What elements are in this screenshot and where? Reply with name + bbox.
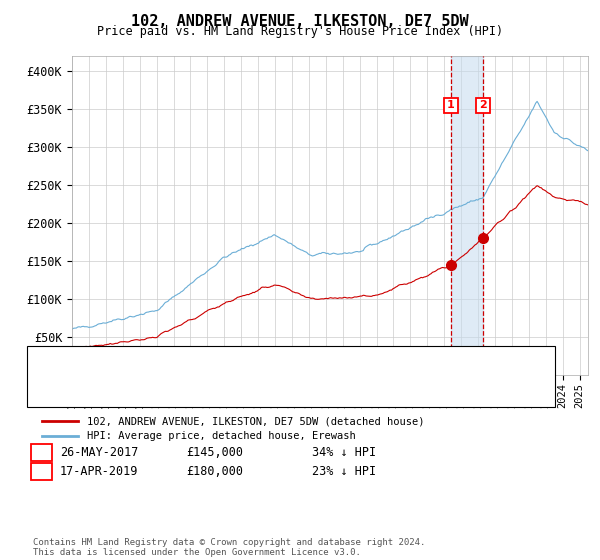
Text: HPI: Average price, detached house, Erewash: HPI: Average price, detached house, Erew… (87, 431, 356, 441)
Text: 17-APR-2019: 17-APR-2019 (60, 465, 139, 478)
Text: 1: 1 (447, 100, 455, 110)
Text: 34% ↓ HPI: 34% ↓ HPI (312, 446, 376, 459)
Text: 1: 1 (38, 447, 45, 458)
Text: 102, ANDREW AVENUE, ILKESTON, DE7 5DW (detached house): 102, ANDREW AVENUE, ILKESTON, DE7 5DW (d… (87, 416, 425, 426)
Text: £145,000: £145,000 (186, 446, 243, 459)
Text: £180,000: £180,000 (186, 465, 243, 478)
Text: 2: 2 (479, 100, 487, 110)
Bar (451, 56, 483, 375)
Text: 2: 2 (38, 466, 45, 477)
Text: 23% ↓ HPI: 23% ↓ HPI (312, 465, 376, 478)
Text: 26-MAY-2017: 26-MAY-2017 (60, 446, 139, 459)
Text: 102, ANDREW AVENUE, ILKESTON, DE7 5DW: 102, ANDREW AVENUE, ILKESTON, DE7 5DW (131, 14, 469, 29)
Text: Contains HM Land Registry data © Crown copyright and database right 2024.
This d: Contains HM Land Registry data © Crown c… (33, 538, 425, 557)
Text: Price paid vs. HM Land Registry's House Price Index (HPI): Price paid vs. HM Land Registry's House … (97, 25, 503, 38)
